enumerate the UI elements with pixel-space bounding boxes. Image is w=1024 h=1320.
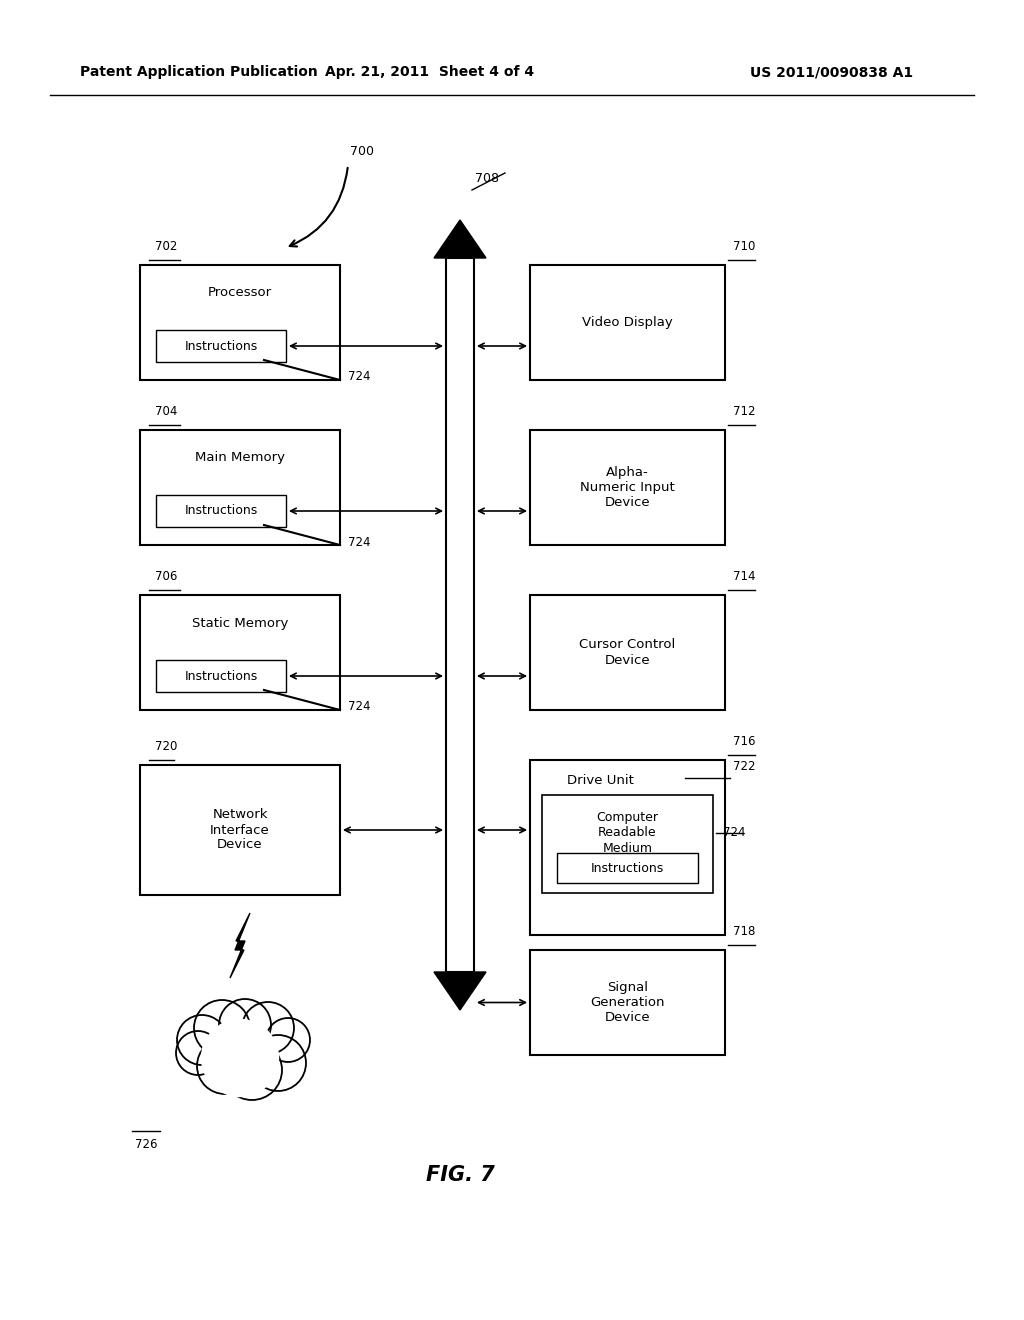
Text: 716: 716	[732, 735, 755, 748]
Text: 724: 724	[348, 536, 371, 549]
Text: Instructions: Instructions	[184, 339, 258, 352]
Text: Patent Application Publication: Patent Application Publication	[80, 65, 317, 79]
Bar	[446, 257, 474, 972]
Circle shape	[197, 1038, 253, 1094]
Circle shape	[176, 1031, 220, 1074]
Bar	[156, 495, 286, 527]
Circle shape	[177, 1015, 227, 1065]
Text: Static Memory: Static Memory	[191, 616, 288, 630]
Circle shape	[222, 1040, 282, 1100]
Text: 724: 724	[348, 371, 371, 384]
Bar	[530, 950, 725, 1055]
Polygon shape	[434, 972, 486, 1010]
Text: 724: 724	[348, 701, 371, 714]
Text: 710: 710	[732, 240, 755, 253]
Bar	[156, 330, 286, 362]
Bar	[156, 660, 286, 692]
Text: 712: 712	[732, 405, 755, 418]
Text: 708: 708	[475, 172, 499, 185]
Circle shape	[194, 1001, 250, 1056]
Text: Apr. 21, 2011  Sheet 4 of 4: Apr. 21, 2011 Sheet 4 of 4	[326, 65, 535, 79]
Text: 704: 704	[155, 405, 177, 418]
Text: Signal
Generation
Device: Signal Generation Device	[590, 981, 665, 1024]
Text: Main Memory: Main Memory	[195, 451, 285, 465]
Text: Processor: Processor	[208, 286, 272, 300]
Text: Instructions: Instructions	[184, 504, 258, 517]
Text: 720: 720	[155, 741, 177, 752]
Polygon shape	[230, 913, 250, 978]
Text: 706: 706	[155, 570, 177, 583]
Circle shape	[219, 999, 271, 1051]
Text: Drive Unit: Drive Unit	[566, 774, 634, 787]
Text: Network: Network	[212, 1052, 267, 1064]
Text: 722: 722	[732, 760, 755, 774]
Bar	[530, 430, 725, 545]
Bar	[140, 595, 340, 710]
Bar	[140, 430, 340, 545]
Text: 718: 718	[732, 925, 755, 939]
Circle shape	[266, 1018, 310, 1063]
Text: Network
Interface
Device: Network Interface Device	[210, 808, 270, 851]
Text: FIG. 7: FIG. 7	[426, 1166, 495, 1185]
Polygon shape	[434, 220, 486, 257]
Circle shape	[202, 1019, 279, 1097]
Text: 714: 714	[732, 570, 755, 583]
Bar	[530, 265, 725, 380]
Bar	[530, 595, 725, 710]
Text: 724: 724	[723, 826, 745, 840]
Bar	[530, 760, 725, 935]
Text: 702: 702	[155, 240, 177, 253]
Text: Computer
Readable
Medium: Computer Readable Medium	[597, 812, 658, 854]
Text: Instructions: Instructions	[591, 862, 665, 874]
Bar	[140, 766, 340, 895]
Text: 726: 726	[135, 1138, 158, 1151]
Text: US 2011/0090838 A1: US 2011/0090838 A1	[750, 65, 913, 79]
Circle shape	[250, 1035, 306, 1092]
Text: 700: 700	[350, 145, 374, 158]
Text: Instructions: Instructions	[184, 669, 258, 682]
Circle shape	[242, 1002, 294, 1053]
Text: Video Display: Video Display	[582, 315, 673, 329]
Bar	[542, 795, 713, 894]
Text: Alpha-
Numeric Input
Device: Alpha- Numeric Input Device	[581, 466, 675, 510]
Bar	[140, 265, 340, 380]
Text: Cursor Control
Device: Cursor Control Device	[580, 639, 676, 667]
Bar	[557, 853, 698, 883]
